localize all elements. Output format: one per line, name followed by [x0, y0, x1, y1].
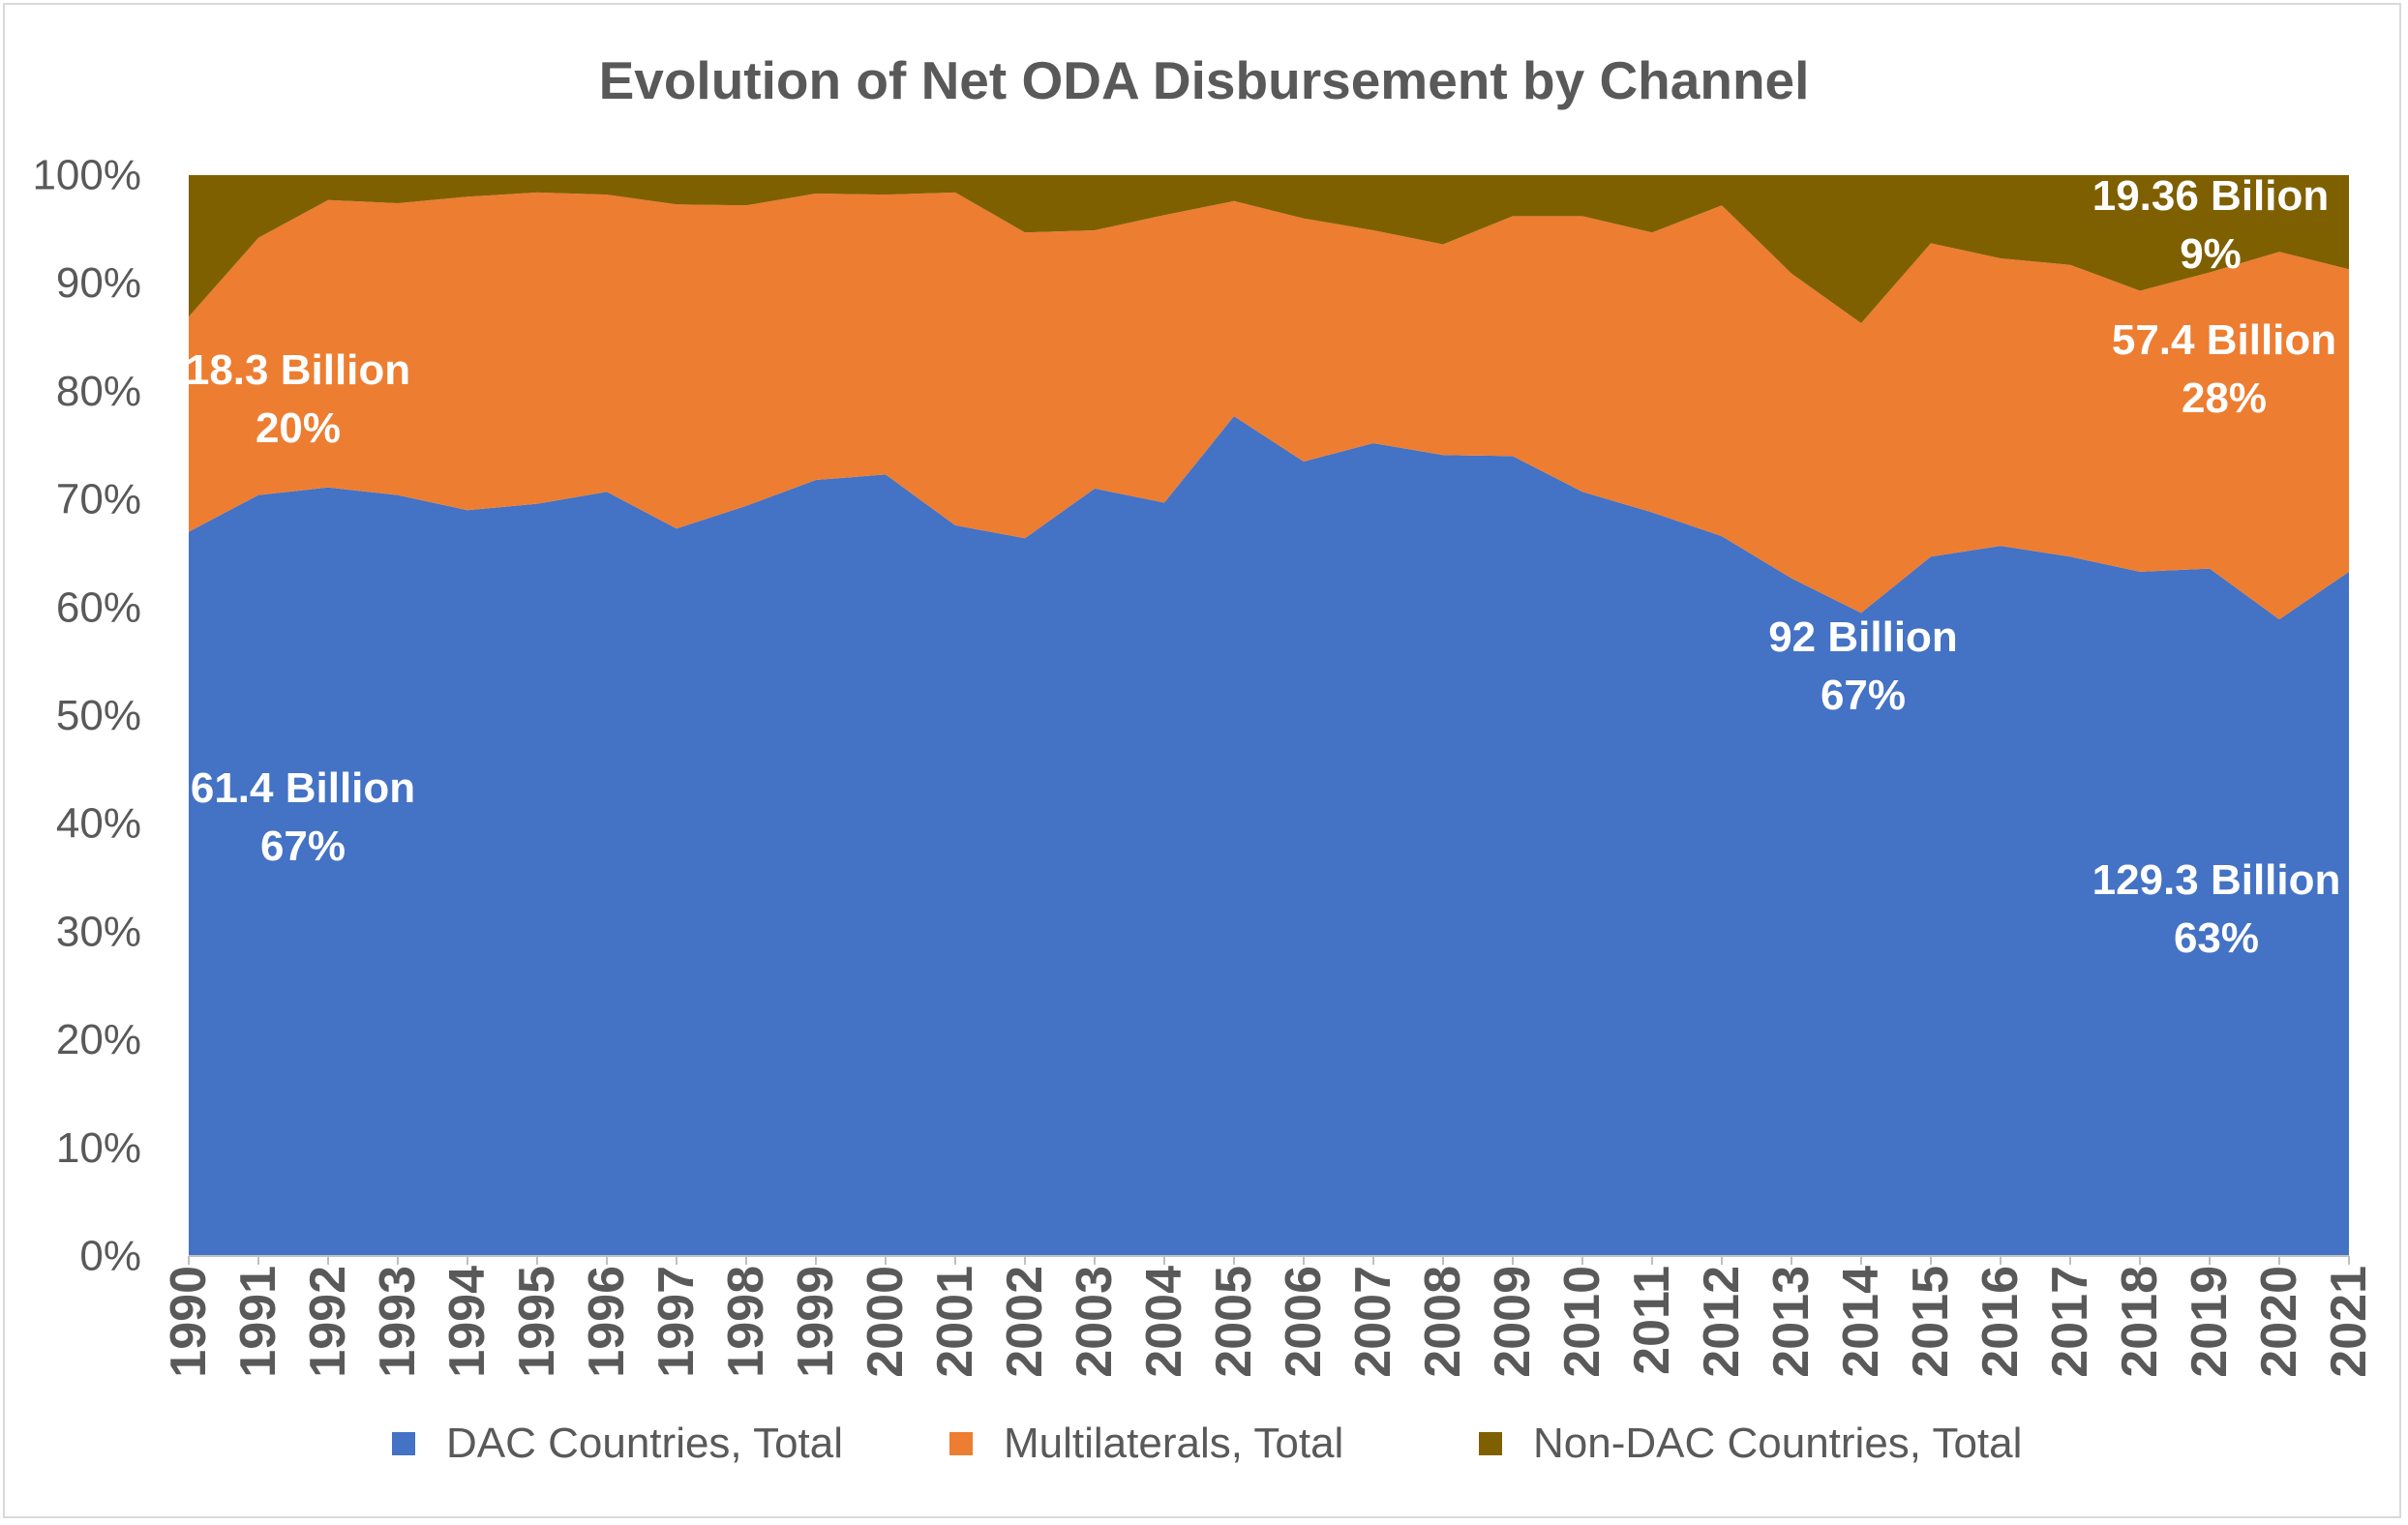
x-tick-label: 1994	[439, 1266, 496, 1378]
area-non-dac-countries-total	[189, 175, 2349, 323]
x-tick-label: 1999	[788, 1266, 844, 1378]
x-tick-label: 1995	[509, 1266, 565, 1378]
y-tick-label: 100%	[32, 152, 141, 199]
chart-title: Evolution of Net ODA Disbursement by Cha…	[598, 50, 1810, 110]
x-tick-label: 1991	[230, 1266, 286, 1378]
x-tick-label: 1998	[718, 1266, 774, 1378]
x-tick-label: 2000	[858, 1266, 914, 1378]
annotation-amount: 57.4 Billion	[2111, 316, 2337, 364]
x-tick-label: 2009	[1485, 1266, 1541, 1378]
x-tick-label: 2021	[2321, 1266, 2377, 1378]
annotation-share: 9%	[2180, 230, 2242, 278]
annotation-dac-2021: 129.3 Billion 63%	[2092, 852, 2341, 968]
annotation-non-dac-2021: 19.36 Bilion 9%	[2092, 167, 2330, 284]
y-tick-label: 50%	[56, 692, 141, 739]
x-tick-label: 2010	[1554, 1266, 1610, 1378]
annotation-share: 63%	[2173, 914, 2260, 962]
y-tick-label: 30%	[56, 908, 141, 955]
annotation-amount: 92 Billion	[1768, 613, 1958, 661]
y-tick-label: 60%	[56, 583, 141, 631]
x-tick-label: 2017	[2042, 1266, 2098, 1378]
x-tick-label: 2008	[1415, 1266, 1471, 1378]
annotation-dac-2014: 92 Billion 67%	[1768, 609, 1958, 725]
annotation-amount: 61.4 Billion	[190, 764, 416, 812]
x-tick-label: 2004	[1136, 1266, 1192, 1378]
x-tick-label: 1992	[300, 1266, 356, 1378]
legend-item-dac-countries: DAC Countries, Total	[392, 1419, 843, 1469]
x-tick-label: 2002	[997, 1266, 1053, 1378]
x-tick-label: 2016	[1972, 1266, 2029, 1378]
y-tick-label: 70%	[56, 476, 141, 523]
y-tick-label: 20%	[56, 1016, 141, 1063]
x-tick-label: 2012	[1694, 1266, 1750, 1378]
annotation-multilaterals-2021: 57.4 Billion 28%	[2112, 312, 2336, 428]
x-tick-label: 2006	[1276, 1266, 1332, 1378]
annotation-amount: 19.36 Bilion	[2092, 172, 2330, 220]
legend-label-dac-countries: DAC Countries, Total	[446, 1420, 844, 1467]
legend-swatch-non-dac-countries	[1479, 1432, 1502, 1455]
area-dac-countries-total	[189, 416, 2349, 1257]
y-tick-label: 90%	[56, 259, 141, 307]
annotation-multilaterals-1990: 18.3 Billion 20%	[186, 342, 410, 458]
annotation-share: 28%	[2181, 374, 2268, 422]
y-tick-label: 0%	[79, 1233, 141, 1280]
y-tick-label: 10%	[56, 1124, 141, 1172]
x-tick-label: 2013	[1763, 1266, 1820, 1378]
x-tick-label: 2018	[2112, 1266, 2168, 1378]
legend-swatch-dac-countries	[392, 1432, 415, 1455]
x-tick-label: 2007	[1345, 1266, 1401, 1378]
x-tick-label: 1993	[370, 1266, 426, 1378]
x-tick-label: 2005	[1206, 1266, 1262, 1378]
legend-swatch-multilaterals	[949, 1432, 973, 1455]
x-tick-label: 2020	[2251, 1266, 2307, 1378]
legend-label-multilaterals: Multilaterals, Total	[1004, 1420, 1344, 1467]
annotation-share: 20%	[255, 404, 342, 452]
x-tick-label: 2019	[2182, 1266, 2238, 1378]
annotation-amount: 129.3 Billion	[2092, 856, 2341, 904]
legend-item-multilaterals: Multilaterals, Total	[949, 1419, 1343, 1469]
legend-item-non-dac-countries: Non-DAC Countries, Total	[1479, 1419, 2022, 1469]
x-tick-label: 2001	[927, 1266, 983, 1378]
x-tick-label: 2014	[1833, 1266, 1889, 1378]
y-tick-label: 40%	[56, 800, 141, 848]
x-tick-label: 1990	[161, 1266, 217, 1378]
area-multilaterals-total	[189, 192, 2349, 620]
annotation-dac-1990: 61.4 Billion 67%	[191, 760, 415, 876]
annotation-share: 67%	[1820, 672, 1907, 719]
annotation-share: 67%	[259, 822, 346, 870]
x-tick-label: 1997	[648, 1266, 705, 1378]
legend-label-non-dac-countries: Non-DAC Countries, Total	[1533, 1420, 2023, 1467]
x-tick-label: 2003	[1067, 1266, 1123, 1378]
x-tick-label: 2011	[1624, 1266, 1680, 1375]
x-tick-label: 1996	[579, 1266, 635, 1378]
annotation-amount: 18.3 Billion	[185, 346, 411, 394]
y-tick-label: 80%	[56, 368, 141, 415]
x-tick-label: 2015	[1903, 1266, 1959, 1378]
chart-border	[3, 3, 2401, 1518]
